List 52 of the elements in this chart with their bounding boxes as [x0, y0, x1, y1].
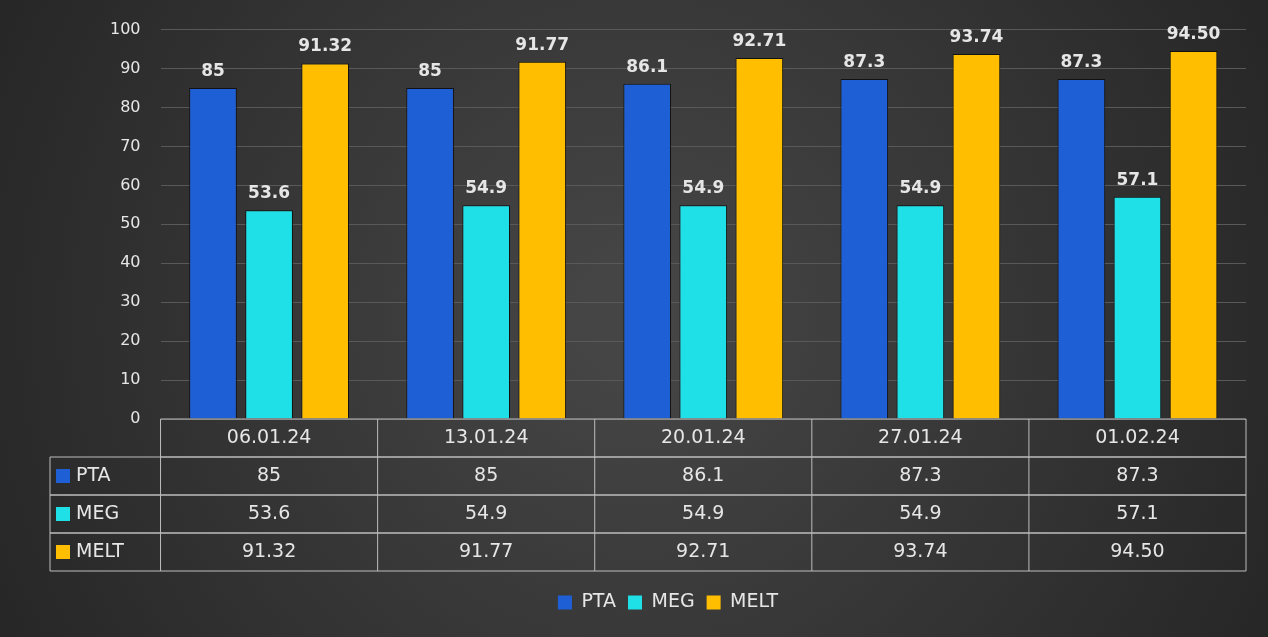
- y-tick-label: 50: [120, 213, 141, 233]
- text: 54.9: [899, 177, 942, 198]
- text: PTA: [581, 589, 616, 612]
- data-label: 57.1: [1116, 500, 1159, 523]
- y-tick-label: 0: [130, 408, 141, 428]
- data-label: 93.74: [893, 538, 948, 561]
- x-tick-label: 01.02.24: [1095, 424, 1180, 447]
- text: 54.9: [682, 177, 725, 198]
- data-label: 87.3: [899, 462, 942, 485]
- legend-label: MEG: [76, 500, 120, 523]
- text: 92.71: [732, 29, 787, 50]
- legend-label: PTA: [76, 462, 111, 485]
- legend-label: MELT: [730, 589, 779, 612]
- data-label: 92.71: [676, 538, 731, 561]
- data-label: 54.9: [682, 500, 725, 523]
- x-tick-label: 06.01.24: [226, 424, 312, 447]
- text: 87.3: [843, 50, 886, 71]
- data-label: 54.9: [465, 500, 508, 523]
- text: 93.74: [949, 25, 1004, 46]
- text: 91.77: [515, 33, 570, 54]
- data-label: 87.3: [1116, 462, 1159, 485]
- y-tick-label: 100: [109, 18, 141, 38]
- y-tick-label: 20: [120, 330, 141, 350]
- x-tick-label: 27.01.24: [878, 424, 963, 447]
- x-tick-label: 20.01.24: [660, 424, 746, 447]
- text: 94.50: [1166, 22, 1221, 43]
- text: 85: [201, 59, 225, 80]
- text: MEG: [651, 589, 695, 612]
- text: MELT: [76, 538, 124, 561]
- text: 54.9: [465, 177, 508, 198]
- data-label: 85: [256, 462, 282, 485]
- text: 57.1: [1116, 168, 1159, 189]
- data-label: 91.32: [241, 538, 297, 561]
- y-tick-label: 70: [120, 135, 141, 155]
- data-label: 54.9: [899, 500, 942, 523]
- y-tick-label: 10: [120, 369, 141, 389]
- data-label: 94.50: [1110, 538, 1165, 561]
- text: 87.3: [1060, 50, 1103, 71]
- text: 86.1: [626, 55, 669, 76]
- x-tick-label: 13.01.24: [443, 424, 529, 447]
- y-tick-label: 90: [120, 57, 141, 77]
- y-tick-label: 80: [120, 96, 141, 116]
- data-label: 86.1: [682, 462, 725, 485]
- text: 53.6: [248, 182, 291, 203]
- data-label: 53.6: [247, 500, 291, 523]
- y-tick-label: 40: [120, 252, 141, 272]
- y-tick-label: 30: [120, 291, 141, 311]
- y-tick-label: 60: [120, 174, 141, 194]
- data-label: 85: [474, 462, 499, 485]
- data-label: 91.77: [458, 538, 514, 561]
- text: 85: [418, 59, 442, 80]
- text: 91.32: [298, 35, 353, 56]
